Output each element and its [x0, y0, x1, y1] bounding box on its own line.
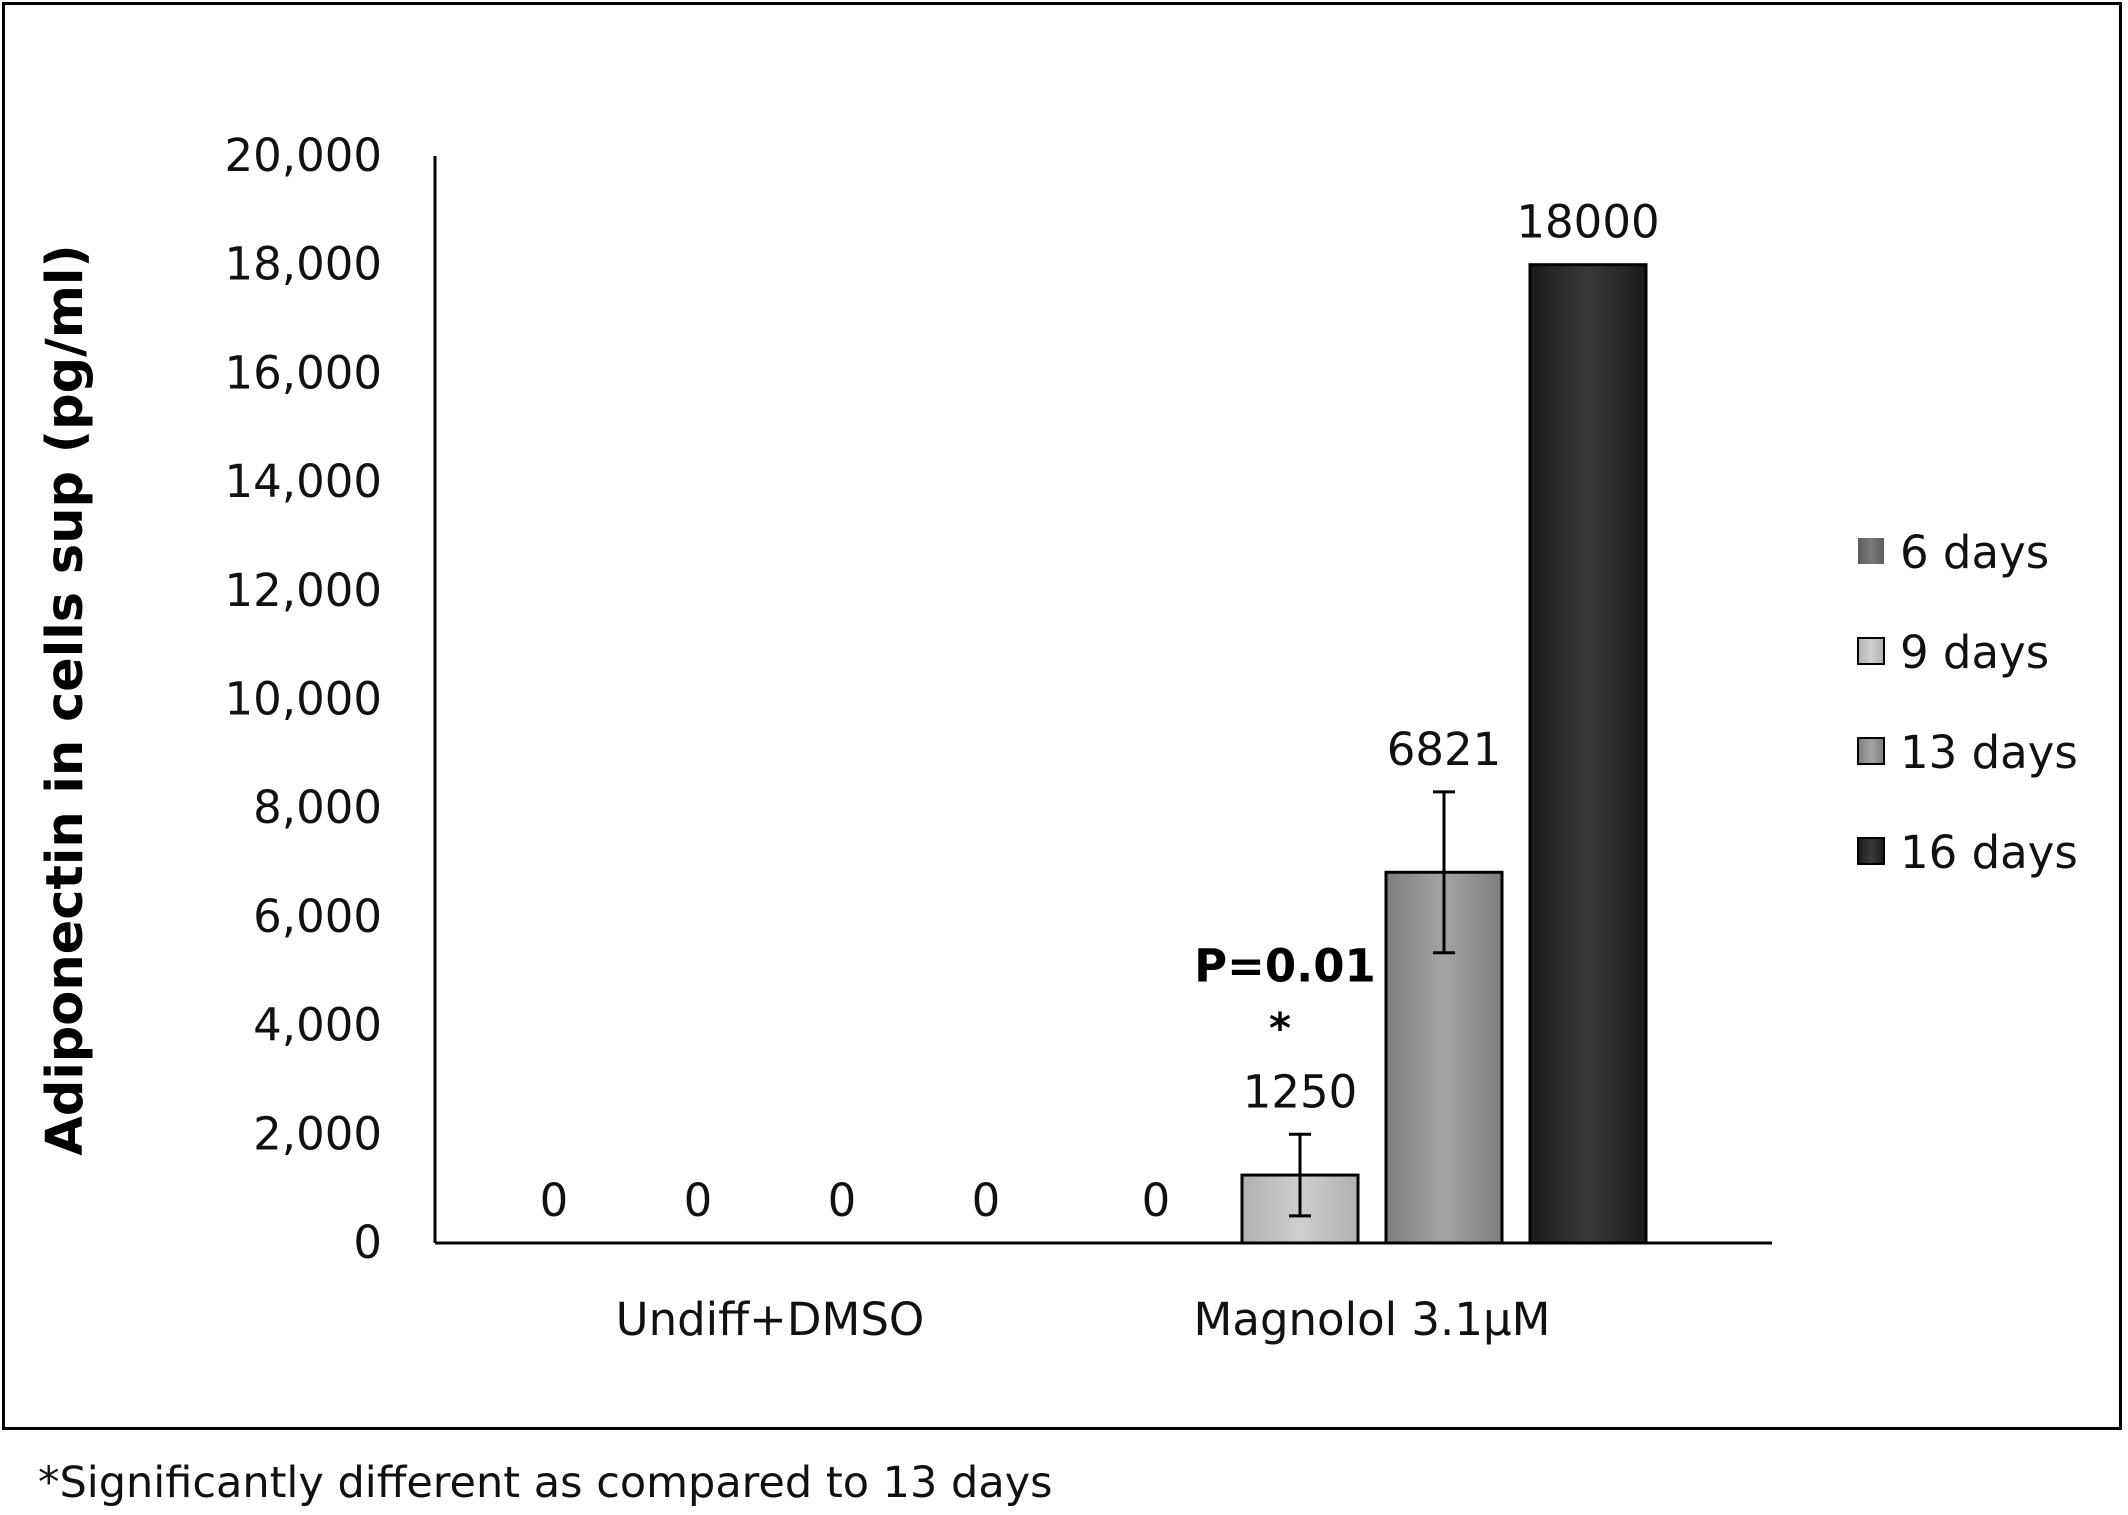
- y-tick-label: 20,000: [225, 129, 382, 182]
- y-axis-title: Adiponectin in cells sup (pg/ml): [36, 244, 95, 1155]
- data-label: 0: [684, 1174, 713, 1227]
- y-tick-label: 12,000: [225, 564, 382, 617]
- data-label: 0: [540, 1174, 569, 1227]
- y-tick-label: 18,000: [225, 238, 382, 291]
- y-tick-label: 10,000: [225, 673, 382, 726]
- legend-label: 6 days: [1900, 526, 2049, 579]
- y-axis: 0 2,000 4,000 6,000 8,000 10,000 12,000 14,000 1…: [225, 129, 437, 1269]
- y-tick-label: 8,000: [253, 781, 382, 834]
- legend: 6 days 9 days 13 days 16 days: [1857, 526, 2078, 879]
- chart-frame: [2, 2, 2122, 1430]
- data-label: 0: [972, 1174, 1001, 1227]
- data-labels: 0 0 0 0 0 1250 6821 18000 P=0.01 *: [540, 196, 1660, 1227]
- data-label: 0: [1142, 1174, 1171, 1227]
- x-tick-label: Magnolol 3.1µM: [1194, 1293, 1551, 1346]
- data-label: 6821: [1387, 723, 1502, 776]
- legend-swatch: [1857, 737, 1885, 765]
- y-tick-label: 14,000: [225, 455, 382, 508]
- legend-swatch: [1857, 637, 1885, 665]
- x-axis: Undiff+DMSO Magnolol 3.1µM: [435, 1241, 1772, 1346]
- legend-swatch: [1858, 538, 1884, 564]
- data-label: 0: [828, 1174, 857, 1227]
- bars: [1240, 263, 1648, 1245]
- data-label: 18000: [1516, 196, 1659, 249]
- x-tick-label: Undiff+DMSO: [616, 1293, 925, 1346]
- legend-label: 13 days: [1900, 726, 2078, 779]
- legend-swatch: [1857, 837, 1885, 865]
- y-tick-label: 4,000: [253, 999, 382, 1052]
- significance-star: *: [1269, 1003, 1291, 1052]
- p-value-annotation: P=0.01: [1194, 939, 1376, 992]
- legend-label: 16 days: [1900, 826, 2078, 879]
- y-tick-label: 2,000: [253, 1107, 382, 1160]
- bar-chart: 0 2,000 4,000 6,000 8,000 10,000 12,000 14,000 1…: [36, 129, 2078, 1346]
- footnote: *Significantly different as compared to …: [38, 1458, 1053, 1508]
- legend-label: 9 days: [1900, 626, 2049, 679]
- bar: [1528, 263, 1648, 1245]
- y-tick-label: 16,000: [225, 346, 382, 399]
- data-label: 1250: [1243, 1065, 1358, 1118]
- y-tick-label: 0: [353, 1216, 382, 1269]
- y-tick-label: 6,000: [253, 890, 382, 943]
